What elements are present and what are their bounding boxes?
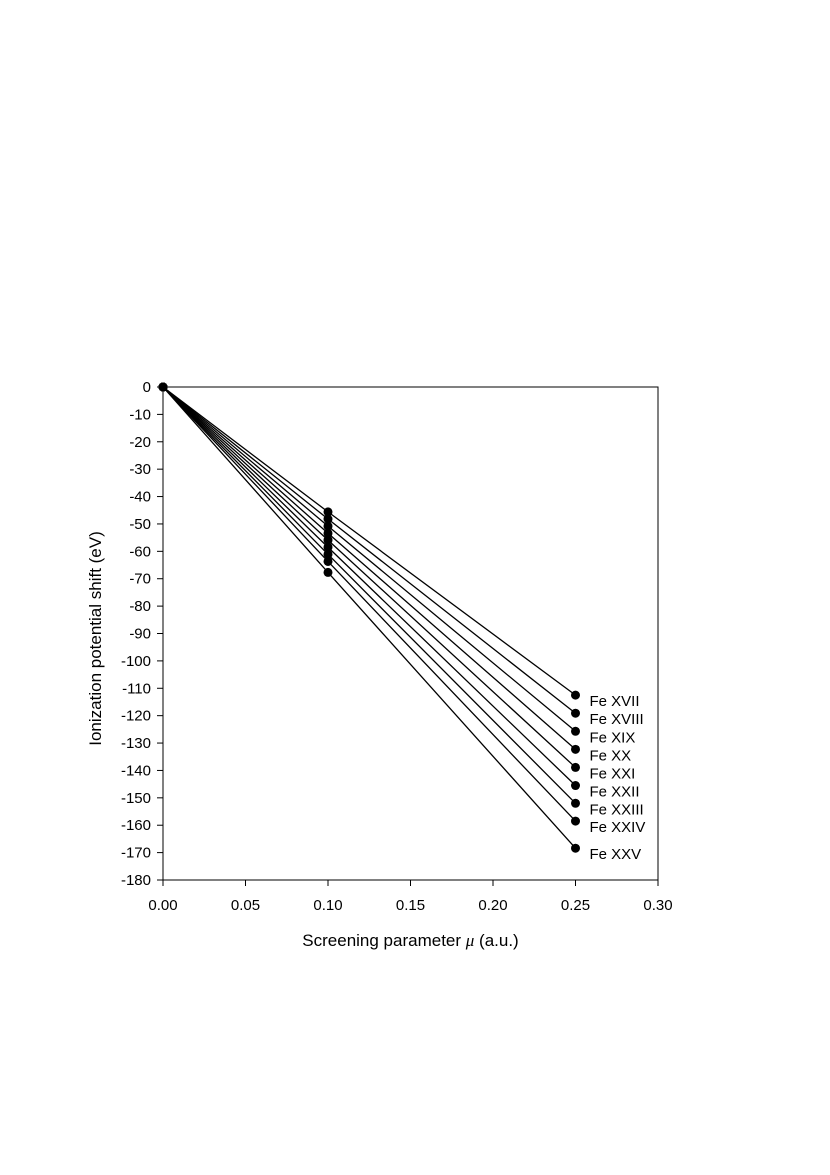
series-label: Fe XXII xyxy=(590,784,640,801)
y-axis-title: Ionization potential shift (eV) xyxy=(86,531,105,746)
series-line xyxy=(162,386,576,750)
data-point xyxy=(571,798,580,808)
y-tick-label: -40 xyxy=(129,489,151,506)
data-point xyxy=(323,549,333,559)
y-tick-label: -60 xyxy=(129,543,151,560)
y-tick-label: -180 xyxy=(121,872,151,889)
series-line xyxy=(162,386,576,768)
data-point xyxy=(323,542,333,552)
series-label: Fe XXIII xyxy=(590,801,644,818)
data-point xyxy=(323,514,333,524)
data-point xyxy=(571,708,580,718)
y-tick-label: -160 xyxy=(121,817,151,834)
x-tick-label: 0.25 xyxy=(561,897,590,914)
x-tick-label: 0.10 xyxy=(313,897,342,914)
series-label: Fe XXIV xyxy=(590,819,646,836)
series-line xyxy=(162,386,576,732)
data-point xyxy=(571,744,580,754)
x-tick-label: 0.05 xyxy=(231,897,260,914)
x-axis: 0.00 0.05 0.10 0.15 0.20 0.25 0.30 xyxy=(148,880,673,914)
series-line xyxy=(162,386,576,849)
y-tick-label: -170 xyxy=(121,845,151,862)
x-tick-label: 0.15 xyxy=(396,897,425,914)
y-tick-label: -90 xyxy=(129,626,151,643)
y-tick-label: -10 xyxy=(129,406,151,423)
series-line xyxy=(162,386,576,696)
y-tick-label: -100 xyxy=(121,653,151,670)
x-axis-title-symbol: μ xyxy=(465,931,475,950)
data-point xyxy=(571,816,580,826)
x-axis-title-suffix: (a.u.) xyxy=(474,931,518,950)
y-tick-label: -80 xyxy=(129,598,151,615)
series-label: Fe XXV xyxy=(590,846,642,863)
series-label: Fe XVII xyxy=(590,693,640,710)
series-line xyxy=(162,386,576,804)
series-label: Fe XX xyxy=(590,747,632,764)
series-line xyxy=(162,386,576,822)
data-point xyxy=(323,556,333,566)
series-line xyxy=(162,386,576,714)
series-line xyxy=(162,386,576,786)
y-tick-label: -30 xyxy=(129,461,151,478)
x-tick-label: 0.30 xyxy=(643,897,672,914)
data-point xyxy=(571,781,580,791)
data-point xyxy=(571,690,580,700)
x-tick-label: 0.00 xyxy=(148,897,177,914)
data-point xyxy=(323,567,333,577)
y-tick-label: -110 xyxy=(122,680,151,697)
y-tick-label: 0 xyxy=(143,379,151,396)
y-tick-label: -50 xyxy=(129,516,151,533)
x-tick-label: 0.20 xyxy=(478,897,507,914)
data-point xyxy=(158,382,168,392)
data-point xyxy=(571,843,580,853)
y-tick-label: -120 xyxy=(121,708,151,725)
y-tick-label: -70 xyxy=(129,571,151,588)
x-axis-title-prefix: Screening parameter xyxy=(302,931,465,950)
y-axis: 0 -10 -20 -30 -40 -50 -60 -70 -80 -90 -100 -110 -120… xyxy=(121,379,163,889)
series-label: Fe XXI xyxy=(590,765,636,782)
data-point xyxy=(571,762,580,772)
plot-frame xyxy=(162,386,659,881)
x-axis-title: Screening parameter μ (a.u.) xyxy=(302,931,518,950)
y-tick-label: -130 xyxy=(121,735,151,752)
series-label: Fe XVIII xyxy=(590,711,644,728)
y-tick-label: -140 xyxy=(121,762,151,779)
data-point xyxy=(571,726,580,736)
data-point xyxy=(323,507,333,517)
data-point xyxy=(323,535,333,545)
y-tick-label: -150 xyxy=(121,790,151,807)
data-point xyxy=(323,528,333,538)
y-tick-label: -20 xyxy=(129,434,151,451)
data-point xyxy=(323,521,333,531)
series-label: Fe XIX xyxy=(590,729,636,746)
